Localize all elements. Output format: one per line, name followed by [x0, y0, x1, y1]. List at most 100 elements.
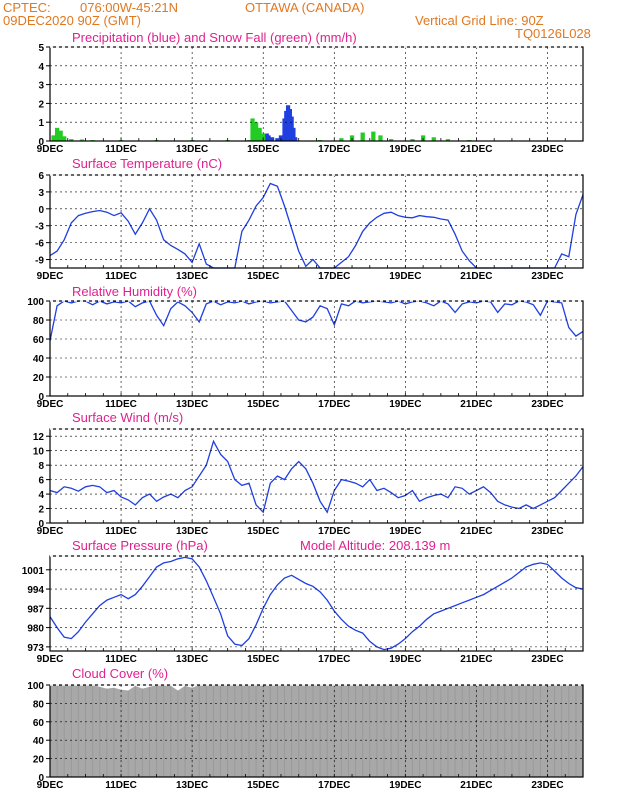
series-line-wind [49, 439, 584, 514]
x-tick-label-wind-2: 13DEC [176, 526, 208, 537]
y-tick-label-precip-1: 1 [38, 118, 44, 129]
y-tick-label-press-2: 987 [27, 604, 44, 615]
series-line-rh [49, 300, 584, 342]
y-tick-label-cloud-1: 20 [33, 755, 45, 766]
x-tick-label-temp-2: 13DEC [176, 271, 208, 282]
panel-title-precip: Precipitation (blue) and Snow Fall (gree… [72, 30, 357, 45]
bar-precipitation-4 [269, 137, 275, 141]
bar-precipitation-3 [266, 135, 271, 141]
x-tick-label-rh-1: 11DEC [105, 399, 137, 410]
panel-subtitle-press: Model Altitude: 208.139 m [300, 538, 450, 553]
y-tick-label-wind-3: 6 [38, 476, 44, 487]
x-tick-label-press-6: 21DEC [460, 654, 492, 665]
y-tick-label-precip-5: 5 [38, 43, 44, 54]
x-tick-label-rh-2: 13DEC [176, 399, 208, 410]
panel-frame-press [49, 555, 584, 652]
x-tick-label-wind-1: 11DEC [105, 526, 137, 537]
y-tick-label-press-3: 994 [27, 585, 44, 596]
bar-snow-fall-19 [360, 132, 365, 141]
bar-precipitation-13 [293, 137, 298, 141]
x-tick-label-temp-7: 23DEC [531, 271, 563, 282]
x-tick-label-cloud-1: 11DEC [105, 780, 137, 791]
x-tick-label-press-7: 23DEC [531, 654, 563, 665]
bar-snow-fall-12 [250, 118, 255, 141]
x-tick-label-wind-6: 21DEC [460, 526, 492, 537]
x-tick-label-rh-3: 15DEC [247, 399, 279, 410]
panel-frame-precip [49, 46, 584, 142]
panel-temp: Surface Temperature (nC) 9DEC 11DEC 13DEC 15… [35, 156, 584, 282]
y-tick-label-press-1: 980 [27, 624, 44, 635]
x-tick-label-wind-5: 19DEC [389, 526, 421, 537]
y-tick-label-rh-1: 20 [33, 373, 45, 384]
panel-rh: Relative Humidity (%) 9DEC 11DEC 13DEC 15DEC… [27, 284, 584, 410]
x-tick-label-press-4: 17DEC [318, 654, 350, 665]
y-tick-label-wind-0: 0 [38, 519, 44, 530]
bar-snow-fall-13 [253, 122, 259, 141]
y-tick-label-rh-3: 60 [33, 335, 45, 346]
y-tick-label-press-0: 973 [27, 643, 44, 654]
bar-snow-fall-21 [378, 135, 383, 141]
x-tick-label-temp-6: 21DEC [460, 271, 492, 282]
panel-cloud: Cloud Cover (%) 9DEC 11DEC 13DEC 15DEC 17DEC 1… [27, 666, 584, 791]
y-tick-label-wind-6: 12 [33, 432, 45, 443]
x-tick-label-precip-4: 17DEC [318, 144, 350, 155]
panel-title-wind: Surface Wind (m/s) [72, 410, 183, 425]
x-tick-label-rh-0: 9DEC [37, 399, 64, 410]
y-tick-label-precip-4: 4 [38, 62, 44, 73]
y-tick-label-rh-0: 0 [38, 392, 44, 403]
x-tick-label-cloud-3: 15DEC [247, 780, 279, 791]
x-tick-label-press-0: 9DEC [37, 654, 64, 665]
header-init-time: 09DEC2020 90Z (GMT) [3, 13, 141, 28]
x-tick-label-precip-2: 13DEC [176, 144, 208, 155]
y-tick-label-precip-3: 3 [38, 81, 44, 92]
y-tick-label-cloud-2: 40 [33, 736, 45, 747]
x-tick-label-temp-3: 15DEC [247, 271, 279, 282]
x-tick-label-rh-4: 17DEC [318, 399, 350, 410]
x-tick-label-press-1: 11DEC [105, 654, 137, 665]
x-tick-label-wind-0: 9DEC [37, 526, 64, 537]
panel-title-temp: Surface Temperature (nC) [72, 156, 222, 171]
bar-snow-fall-23 [410, 139, 415, 141]
series-line-press [49, 556, 584, 651]
panel-frame-temp [49, 174, 584, 269]
y-tick-label-temp-1: -6 [35, 239, 44, 250]
x-tick-label-precip-5: 19DEC [389, 144, 421, 155]
bar-snow-fall-14 [257, 127, 262, 141]
y-tick-label-precip-2: 2 [38, 99, 44, 110]
bar-snow-fall-17 [339, 138, 344, 141]
bar-precipitation-12 [291, 127, 296, 141]
header-location: OTTAWA (CANADA) [245, 0, 364, 15]
panel-wind: Surface Wind (m/s) 9DEC 11DEC 13DEC 15DEC 17D… [33, 410, 584, 537]
header-code: TQ0126L028 [515, 26, 591, 41]
x-tick-label-cloud-6: 21DEC [460, 780, 492, 791]
x-tick-label-press-3: 15DEC [247, 654, 279, 665]
y-tick-label-rh-5: 100 [27, 297, 44, 308]
x-tick-label-cloud-5: 19DEC [389, 780, 421, 791]
header-grid-note: Vertical Grid Line: 90Z [415, 13, 544, 28]
x-tick-label-temp-0: 9DEC [37, 271, 64, 282]
bar-snow-fall-2 [58, 130, 63, 141]
x-tick-label-wind-7: 23DEC [531, 526, 563, 537]
header-coords: 076:00W-45:21N [80, 0, 178, 15]
bar-snow-fall-25 [431, 137, 436, 141]
x-tick-label-precip-3: 15DEC [247, 144, 279, 155]
y-tick-label-temp-4: 3 [38, 188, 44, 199]
y-tick-label-cloud-5: 100 [27, 681, 44, 692]
x-tick-label-cloud-7: 23DEC [531, 780, 563, 791]
bar-snow-fall-20 [371, 131, 376, 141]
x-tick-label-rh-5: 19DEC [389, 399, 421, 410]
x-tick-label-rh-7: 23DEC [531, 399, 563, 410]
y-tick-label-rh-4: 80 [33, 316, 45, 327]
panel-title-cloud: Cloud Cover (%) [72, 666, 168, 681]
x-tick-label-rh-6: 21DEC [460, 399, 492, 410]
x-tick-label-cloud-2: 13DEC [176, 780, 208, 791]
y-tick-label-temp-2: -3 [35, 222, 44, 233]
x-tick-label-wind-3: 15DEC [247, 526, 279, 537]
y-tick-label-temp-5: 6 [38, 171, 44, 182]
y-tick-label-temp-3: 0 [38, 205, 44, 216]
bar-snow-fall-0 [51, 135, 56, 141]
panel-press: Surface Pressure (hPa) Model Altitude: 20… [22, 538, 584, 665]
y-tick-label-press-4: 1001 [22, 566, 45, 577]
panel-frame-rh [49, 300, 584, 397]
header-source: CPTEC: [3, 0, 51, 15]
